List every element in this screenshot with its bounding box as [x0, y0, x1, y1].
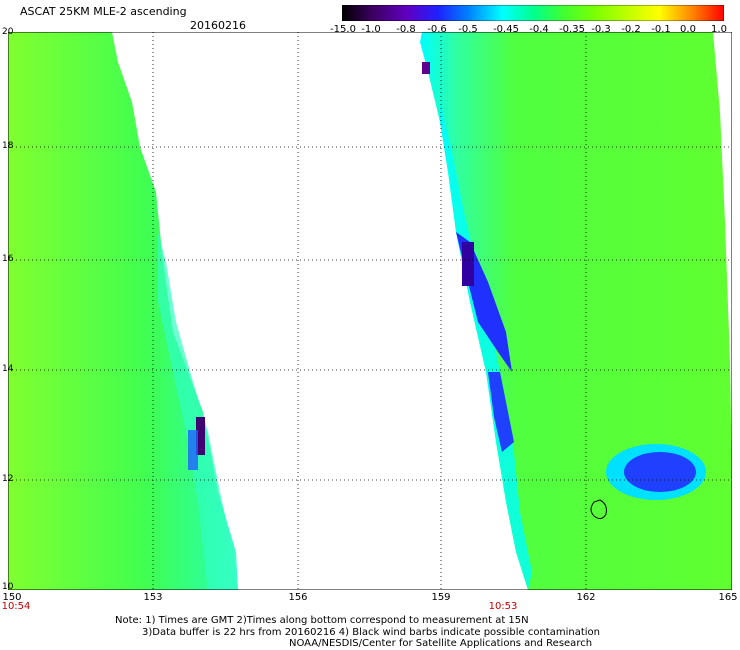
product-date: 20160216 — [190, 19, 246, 32]
colorbar — [342, 5, 724, 21]
right-swath-low-south — [488, 372, 514, 452]
southeast-low-core — [624, 452, 696, 492]
footnotes: Note: 1) Times are GMT 2)Times along bot… — [0, 615, 740, 650]
lat-label: 14 — [2, 364, 14, 374]
colorbar-tick-labels: -15.0 -1.0 -0.8 -0.6 -0.5 -0.45 -0.4 -0.… — [330, 24, 740, 38]
left-swath-minimum — [196, 417, 205, 455]
colorbar-tick: -15.0 — [330, 24, 356, 35]
lon-label: 153 — [143, 592, 163, 603]
colorbar-tick: -0.45 — [493, 24, 519, 35]
lat-label: 18 — [2, 141, 14, 151]
contamination-contour — [590, 499, 607, 520]
footnote-line-1: Note: 1) Times are GMT 2)Times along bot… — [115, 615, 529, 626]
lon-label: 156 — [288, 592, 308, 603]
colorbar-tick: -0.3 — [591, 24, 611, 35]
lat-label: 16 — [2, 254, 14, 264]
wind-mle-map — [8, 32, 732, 590]
footnote-line-3: NOAA/NESDIS/Center for Satellite Applica… — [289, 638, 593, 649]
lon-label: 162 — [576, 592, 596, 603]
lat-label: 20 — [2, 27, 14, 37]
product-title: ASCAT 25KM MLE-2 ascending — [20, 5, 187, 18]
footnote-line-2: 3)Data buffer is 22 hrs from 20160216 4)… — [142, 626, 600, 638]
right-swath-edge — [440, 102, 532, 590]
colorbar-tick: 1.0 — [711, 24, 727, 35]
colorbar-tick: -1.0 — [361, 24, 381, 35]
lon-label: 165 — [718, 592, 738, 603]
colorbar-tick: -0.5 — [458, 24, 478, 35]
lat-lon-grid — [8, 32, 732, 590]
colorbar-tick: -0.1 — [651, 24, 671, 35]
lon-label: 159 — [431, 592, 451, 603]
pass-time-label: 10:53 — [488, 601, 518, 612]
left-swath-low — [188, 430, 198, 470]
left-swath — [8, 32, 238, 590]
lon-label: 150 — [2, 592, 22, 603]
colorbar-tick: -0.6 — [427, 24, 447, 35]
right-swath-minimum-edge — [422, 62, 430, 74]
lat-label: 12 — [2, 474, 14, 484]
colorbar-tick: -0.8 — [396, 24, 416, 35]
lat-label: 10 — [2, 582, 14, 592]
colorbar-tick: -0.4 — [529, 24, 549, 35]
colorbar-tick: 0.0 — [680, 24, 696, 35]
right-swath — [420, 32, 732, 590]
pass-time-label: 10:54 — [1, 601, 31, 612]
left-swath-edge — [158, 232, 238, 590]
colorbar-tick: -0.2 — [621, 24, 641, 35]
right-swath-minimum — [462, 242, 474, 286]
colorbar-tick: -0.35 — [559, 24, 585, 35]
